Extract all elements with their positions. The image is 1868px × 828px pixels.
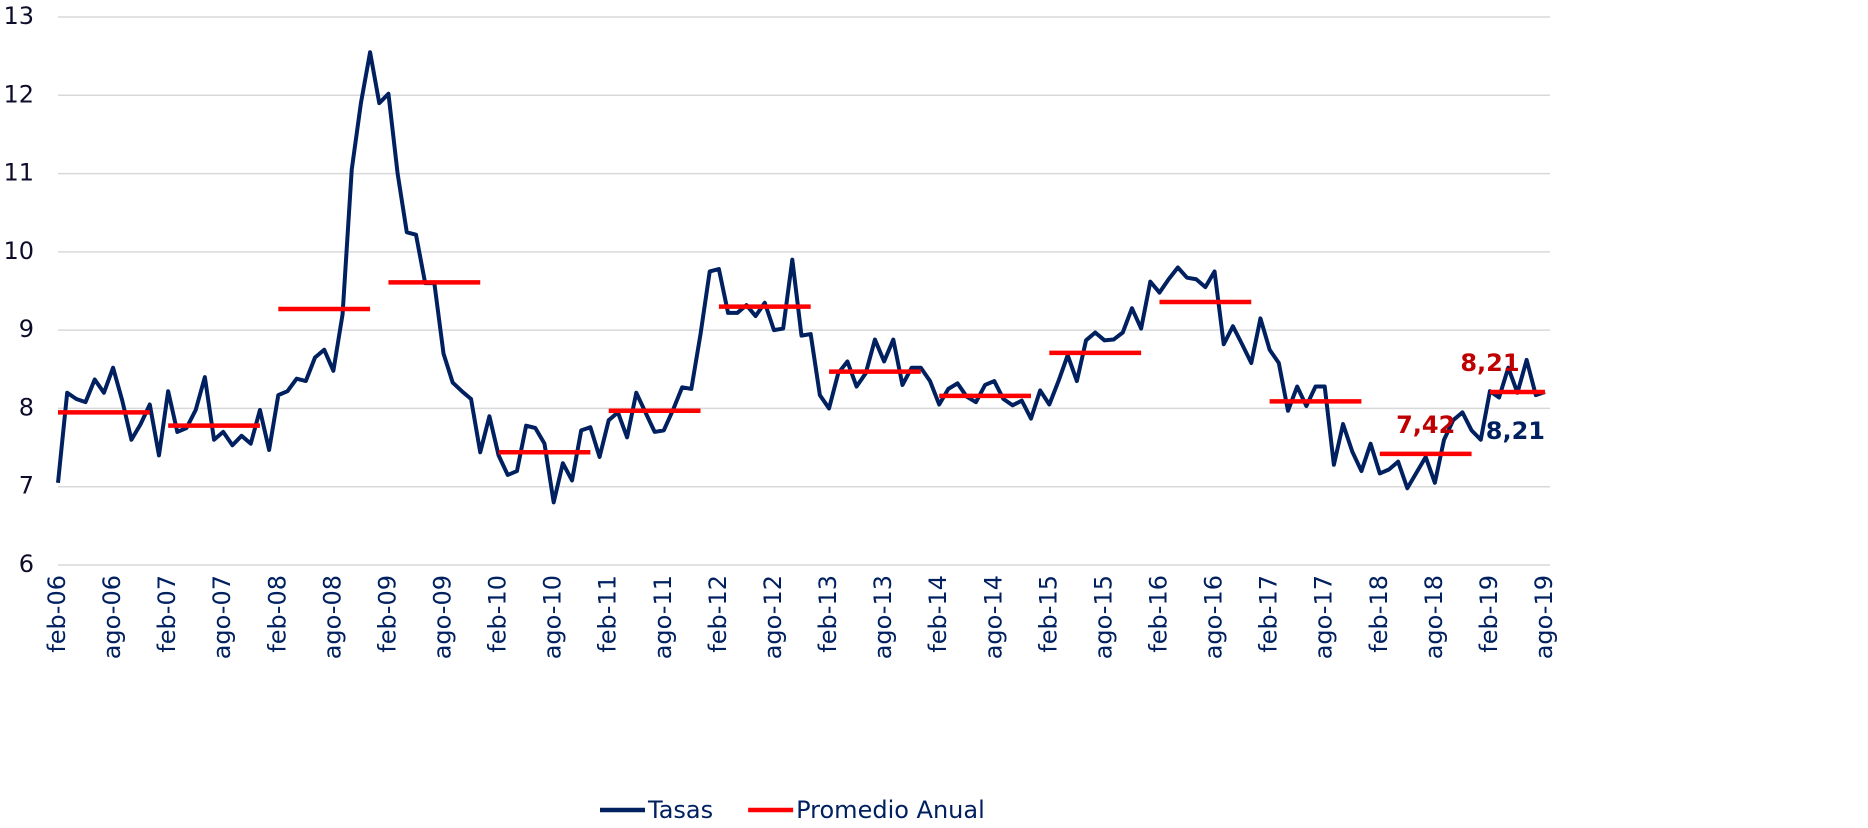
x-tick-label: ago-15 (1089, 575, 1117, 659)
x-tick-label: feb-15 (1034, 575, 1062, 653)
y-tick-label: 10 (3, 237, 34, 265)
x-tick-label: feb-16 (1144, 575, 1172, 653)
y-tick-label: 12 (3, 80, 34, 108)
x-tick-label: ago-18 (1420, 575, 1448, 659)
x-tick-label: feb-07 (153, 575, 181, 653)
x-tick-label: feb-11 (594, 575, 622, 653)
value-label: 8,21 (1460, 349, 1519, 377)
y-tick-label: 6 (19, 550, 34, 578)
x-tick-label: ago-17 (1310, 575, 1338, 659)
x-tick-label: feb-14 (924, 575, 952, 653)
y-tick-label: 11 (3, 159, 34, 187)
x-tick-label: ago-08 (318, 575, 346, 659)
x-tick-label: ago-07 (208, 575, 236, 659)
x-tick-label: ago-06 (98, 575, 126, 659)
x-tick-label: ago-10 (539, 575, 567, 659)
x-tick-label: feb-13 (814, 575, 842, 653)
value-label: 7,42 (1396, 411, 1455, 439)
y-tick-label: 13 (3, 2, 34, 30)
x-tick-label: ago-13 (869, 575, 897, 659)
y-tick-label: 7 (19, 472, 34, 500)
y-tick-label: 9 (19, 315, 34, 343)
x-tick-label: ago-14 (979, 575, 1007, 659)
rate-line (56, 50, 1546, 505)
x-tick-label: feb-06 (43, 575, 71, 653)
y-tick-label: 8 (19, 393, 34, 421)
average-line (58, 280, 1545, 457)
x-tick-label: feb-08 (263, 575, 291, 653)
legend-label: Promedio Anual (796, 796, 985, 824)
x-tick-label: feb-09 (373, 575, 401, 653)
x-tick-label: feb-19 (1475, 575, 1503, 653)
x-tick-label: ago-19 (1530, 575, 1558, 659)
legend-label: Tasas (647, 796, 713, 824)
x-tick-label: feb-18 (1365, 575, 1393, 653)
x-tick-label: feb-12 (704, 575, 732, 653)
x-tick-label: ago-09 (429, 575, 457, 659)
x-tick-label: feb-10 (484, 575, 512, 653)
x-tick-label: ago-11 (649, 575, 677, 659)
value-label: 8,21 (1486, 417, 1545, 445)
x-tick-label: feb-17 (1255, 575, 1283, 653)
x-tick-label: ago-16 (1200, 575, 1228, 659)
x-tick-label: ago-12 (759, 575, 787, 659)
